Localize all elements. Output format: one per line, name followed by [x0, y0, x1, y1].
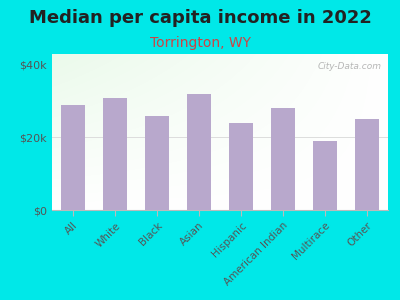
- Bar: [188, 94, 210, 210]
- Bar: [272, 108, 294, 210]
- Bar: [104, 98, 126, 210]
- Bar: [314, 141, 336, 210]
- Bar: [230, 123, 252, 210]
- Bar: [62, 105, 84, 210]
- Text: Median per capita income in 2022: Median per capita income in 2022: [28, 9, 372, 27]
- Text: City-Data.com: City-Data.com: [317, 62, 381, 71]
- Text: Torrington, WY: Torrington, WY: [150, 36, 250, 50]
- Bar: [356, 119, 378, 210]
- Bar: [146, 116, 168, 210]
